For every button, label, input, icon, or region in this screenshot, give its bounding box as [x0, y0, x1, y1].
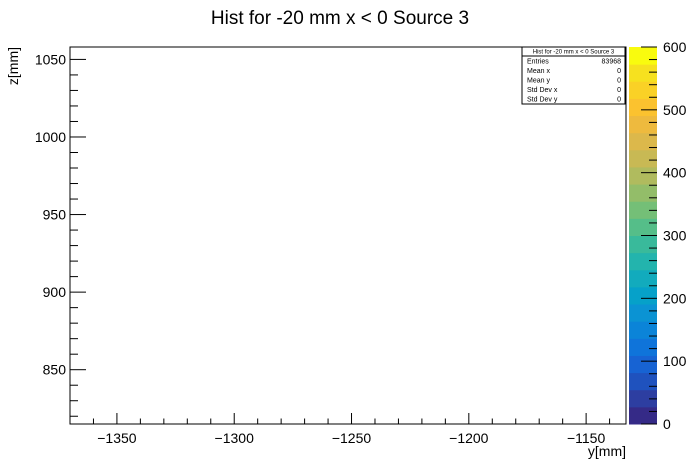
chart-title: Hist for -20 mm x < 0 Source 3 [211, 8, 469, 29]
y-tick-label: 1000 [35, 129, 66, 145]
colorbar-swatch [629, 235, 657, 254]
colorbar-swatch [629, 355, 657, 374]
x-axis-label: y[mm] [588, 443, 626, 459]
stats-row-value: 0 [617, 78, 621, 85]
colorbar-swatch [629, 132, 657, 151]
colorbar-swatch [629, 389, 657, 408]
colorbar-swatch [629, 98, 657, 117]
y-tick-label: 900 [43, 284, 67, 300]
y-tick-label: 950 [43, 207, 67, 223]
colorbar-tick-label: 100 [663, 353, 687, 369]
y-tick-label: 1050 [35, 51, 66, 67]
colorbar-tick-label: 600 [663, 39, 687, 55]
colorbar-swatch [629, 81, 657, 99]
x-tick-label: −1200 [449, 430, 489, 446]
stats-row-label: Std Dev y [527, 97, 558, 104]
colorbar-swatch [629, 372, 657, 391]
stats-row-value: 0 [617, 68, 621, 75]
y-tick-label: 850 [43, 362, 67, 378]
colorbar-swatch [629, 321, 657, 339]
colorbar-swatch [629, 304, 657, 322]
colorbar-tick-label: 500 [663, 102, 687, 118]
stats-row-label: Mean y [527, 78, 550, 85]
colorbar-swatch [629, 166, 657, 185]
stats-row-label: Mean x [527, 68, 550, 75]
colorbar-swatch [629, 406, 657, 425]
stats-row-value: 0 [617, 87, 621, 94]
y-axis-ticks: 850 900 950 1000 1050 [35, 51, 86, 417]
colorbar-swatch [629, 115, 657, 134]
stats-row-value: 0 [617, 97, 621, 104]
colorbar-swatch [629, 149, 657, 168]
stats-box-title: Hist for -20 mm x < 0 Source 3 [533, 50, 615, 56]
x-axis-ticks: −1350 −1300 −1250 −1200 −1150 [69, 413, 611, 446]
colorbar-swatch [629, 286, 657, 305]
x-tick-label: −1250 [332, 430, 372, 446]
x-tick-label: −1300 [215, 430, 255, 446]
colorbar-tick-label: 400 [663, 165, 687, 181]
stats-box: Hist for -20 mm x < 0 Source 3 Entries 839… [521, 46, 626, 105]
plot-frame [69, 46, 627, 425]
stats-row-label: Entries [527, 59, 549, 66]
colorbar-tick-label: 300 [663, 228, 687, 244]
colorbar-swatch [629, 338, 657, 356]
colorbar-swatch [629, 269, 657, 288]
colorbar-tick-label: 200 [663, 290, 687, 306]
colorbar-swatch [629, 64, 657, 82]
x-tick-label: −1150 [567, 430, 605, 446]
y-axis-label: z[mm] [5, 47, 21, 85]
x-tick-label: −1350 [97, 430, 137, 446]
colorbar-swatch [629, 201, 657, 219]
colorbar-ticks: 0 100 200 300 400 500 600 [641, 39, 687, 432]
colorbar-tick-label: 0 [663, 416, 671, 432]
colorbar-swatch [629, 47, 657, 65]
colorbar-swatch [629, 184, 657, 202]
colorbar-swatch [629, 218, 657, 236]
stats-row-value: 83968 [602, 59, 622, 66]
stats-row-label: Std Dev x [527, 87, 558, 94]
colorbar-swatch [629, 252, 657, 271]
